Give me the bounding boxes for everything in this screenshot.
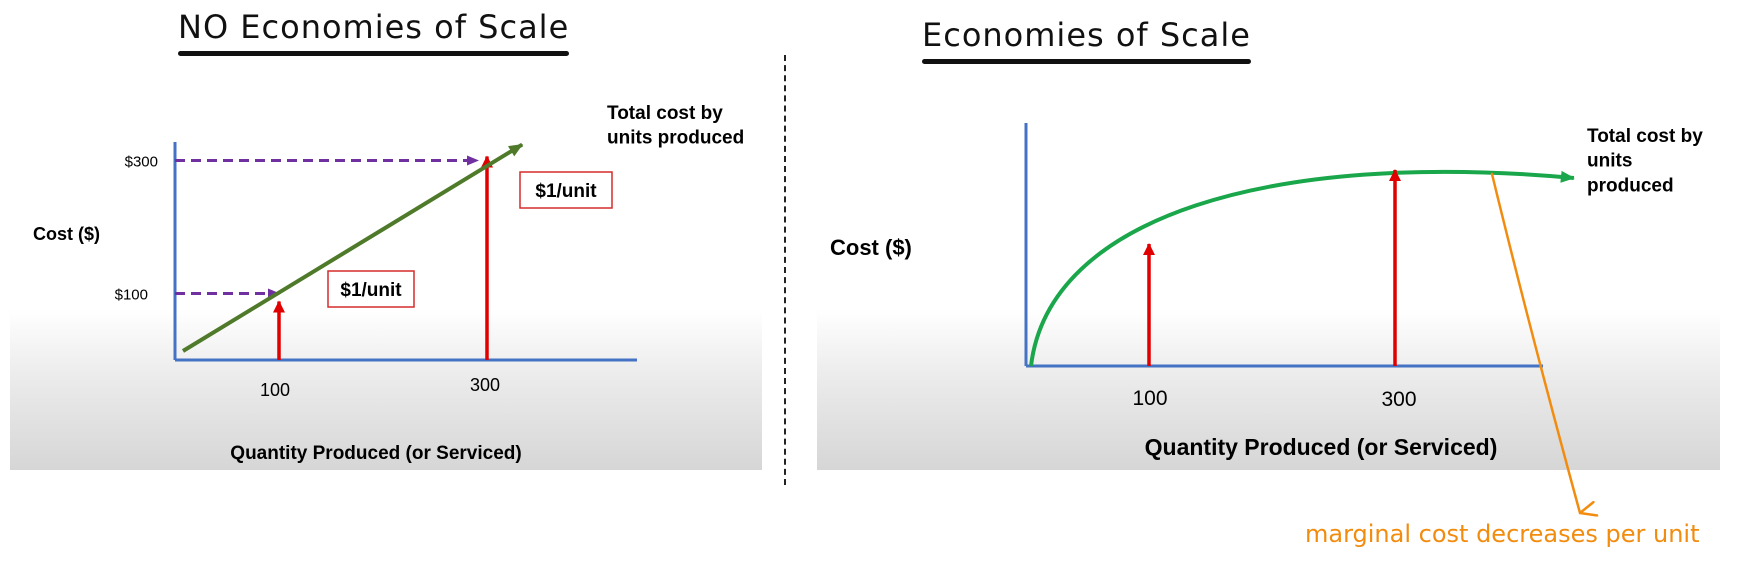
left-title-underline bbox=[178, 51, 570, 56]
panel-divider bbox=[784, 55, 786, 485]
right-series-name-line-1: units bbox=[1587, 151, 1632, 172]
right-y-label: Cost ($) bbox=[830, 235, 912, 260]
right-x-tick-300: 300 bbox=[1381, 388, 1416, 411]
right-series-name-line-0: Total cost by bbox=[1587, 126, 1703, 147]
right-chart-title: Economies of Scale bbox=[922, 16, 1251, 64]
left-series-line bbox=[181, 142, 524, 353]
left-y-tick-300: $300 bbox=[125, 154, 158, 171]
left-chart-svg: $300 $100 100 300 Cost ($) Quantity Produced … bbox=[33, 103, 744, 464]
right-chart-panel: Economies of Scale 100 300 Cost ($) Quantit… bbox=[805, 0, 1755, 568]
left-title-text: NO Economies of Scale bbox=[178, 8, 570, 46]
left-unit-label-0: $1/unit bbox=[340, 280, 402, 301]
right-x-tick-100: 100 bbox=[1132, 387, 1167, 410]
left-x-label: Quantity Produced (or Serviced) bbox=[230, 443, 521, 464]
left-unit-label-0-box bbox=[327, 270, 415, 308]
left-chart-title: NO Economies of Scale bbox=[178, 8, 570, 56]
left-unit-label-1: $1/unit bbox=[535, 181, 597, 202]
left-series-name-line-1: units produced bbox=[607, 128, 744, 149]
left-chart-background bbox=[10, 310, 762, 470]
right-chart-svg: 100 300 Cost ($) Quantity Produced (or Serv… bbox=[830, 123, 1703, 460]
left-unit-label-1-box bbox=[519, 171, 613, 209]
left-series-name-line-0: Total cost by bbox=[607, 103, 723, 124]
left-x-tick-300: 300 bbox=[470, 375, 500, 395]
right-title-underline bbox=[922, 59, 1251, 64]
right-x-label: Quantity Produced (or Serviced) bbox=[1145, 434, 1498, 460]
right-series-curve bbox=[1029, 169, 1575, 367]
annotation-text: marginal cost decreases per unit bbox=[1305, 520, 1700, 548]
left-y-label: Cost ($) bbox=[33, 224, 100, 244]
right-title-text: Economies of Scale bbox=[922, 16, 1251, 54]
left-x-tick-100: 100 bbox=[260, 380, 290, 400]
right-series-name-line-2: produced bbox=[1587, 175, 1674, 196]
left-y-tick-100: $100 bbox=[115, 287, 148, 304]
left-chart-panel: NO Economies of Scale $300 $100 100 300 Cost… bbox=[0, 0, 762, 568]
